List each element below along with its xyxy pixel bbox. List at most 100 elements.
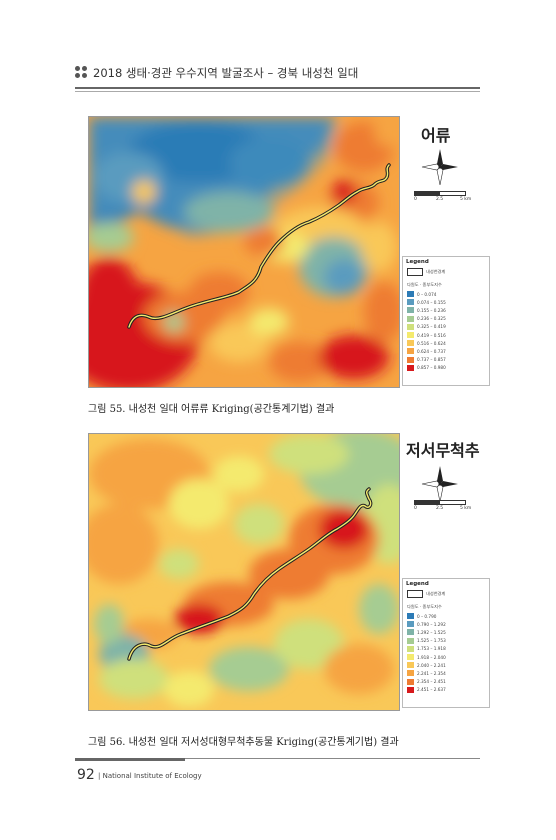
legend-class-label: 0.790 – 1.292 — [417, 621, 446, 627]
benthic-kriging-map — [88, 433, 400, 711]
legend-swatch — [407, 364, 414, 371]
legend-title: Legend — [406, 581, 429, 587]
legend-class-label: 0.516 – 0.624 — [417, 340, 446, 346]
legend-class: 0 – 0.790 — [407, 612, 489, 620]
legend-class-label: 1.525 – 1.753 — [417, 638, 446, 644]
legend-class-label: 2.354 – 2.451 — [417, 679, 446, 685]
legend-class: 0.419 – 0.516 — [407, 331, 489, 339]
legend-class: 0.325 – 0.419 — [407, 323, 489, 331]
benthic-map-side-panel: 저서무척추 0 2.5 5 km — [402, 433, 492, 573]
header-dots-icon — [75, 66, 89, 80]
legend-swatch — [407, 654, 414, 661]
legend-class-label: 0.236 – 0.325 — [417, 316, 446, 322]
legend-swatch — [407, 629, 414, 636]
benthic-kriging-raster — [89, 434, 399, 710]
scale-label-end: 5 km — [460, 197, 472, 202]
header-divider-thin — [75, 91, 480, 92]
legend-subtitle: 다원도 · 종부도지수 — [407, 282, 442, 287]
scale-bar-graphic — [414, 500, 466, 505]
legend-class: 2.354 – 2.451 — [407, 678, 489, 686]
legend-class: 0.624 – 0.737 — [407, 347, 489, 355]
scale-label-0: 0 — [414, 197, 417, 202]
legend-swatch — [407, 613, 414, 620]
fish-map-title: 어류 — [421, 126, 451, 145]
legend-class-label: 0 – 0.074 — [417, 291, 437, 297]
scale-label-0: 0 — [414, 506, 417, 511]
figure-56-caption: 그림 56. 내성천 일대 저서성대형무척추동물 Kriging(공간통계기법)… — [88, 737, 399, 748]
footer-divider-thin — [185, 758, 480, 759]
legend-title: Legend — [406, 259, 429, 265]
legend-class: 0.737 – 0.857 — [407, 356, 489, 364]
legend-class: 1.753 – 1.918 — [407, 645, 489, 653]
benthic-scale-bar: 0 2.5 5 km — [414, 500, 474, 516]
legend-river-key: 내성천경계 — [407, 268, 489, 276]
legend-class-label: 0.074 – 0.155 — [417, 299, 446, 305]
legend-swatch — [407, 323, 414, 330]
legend-class-label: 2.241 – 2.354 — [417, 670, 446, 676]
legend-class-label: 0 – 0.790 — [417, 613, 437, 619]
legend-class: 1.918 – 2.040 — [407, 653, 489, 661]
legend-swatch — [407, 678, 414, 685]
fish-kriging-map — [88, 116, 400, 388]
legend-class-label: 2.040 – 2.241 — [417, 662, 446, 668]
legend-subtitle: 다원도 · 종부도지수 — [407, 604, 442, 609]
legend-classes: 0 – 0.790 0.790 – 1.292 1.292 – 1.525 1.… — [403, 612, 489, 694]
legend-class: 2.241 – 2.354 — [407, 669, 489, 677]
legend-class: 2.451 – 2.637 — [407, 686, 489, 694]
header-title: 2018 생태·경관 우수지역 발굴조사 – 경북 내성천 일대 — [93, 66, 359, 80]
page-number: 92 — [77, 767, 95, 783]
legend-swatch — [407, 307, 414, 314]
benthic-map-title: 저서무척추 — [406, 441, 480, 460]
footer-institution: | National Institute of Ecology — [98, 772, 202, 780]
legend-class: 0.236 – 0.325 — [407, 315, 489, 323]
legend-class-label: 0.737 – 0.857 — [417, 357, 446, 363]
scale-label-mid: 2.5 — [436, 506, 444, 511]
scale-bar-graphic — [414, 191, 466, 196]
legend-swatch — [407, 645, 414, 652]
legend-class: 0.155 – 0.236 — [407, 306, 489, 314]
legend-class: 0.074 – 0.155 — [407, 298, 489, 306]
legend-class-label: 1.918 – 2.040 — [417, 654, 446, 660]
river-swatch — [407, 590, 423, 598]
legend-class: 0 – 0.074 — [407, 290, 489, 298]
legend-class: 2.040 – 2.241 — [407, 661, 489, 669]
legend-class-label: 0.419 – 0.516 — [417, 332, 446, 338]
scale-label-end: 5 km — [460, 506, 472, 511]
fish-map-side-panel: 어류 0 2.5 5 km — [402, 116, 492, 256]
legend-swatch — [407, 348, 414, 355]
legend-swatch — [407, 686, 414, 693]
legend-class-label: 2.451 – 2.637 — [417, 687, 446, 693]
legend-class-label: 0.624 – 0.737 — [417, 348, 446, 354]
figure-55-caption: 그림 55. 내성천 일대 어류류 Kriging(공간통계기법) 결과 — [88, 404, 335, 415]
legend-class-label: 0.155 – 0.236 — [417, 307, 446, 313]
legend-class-label: 0.325 – 0.419 — [417, 324, 446, 330]
legend-class: 1.292 – 1.525 — [407, 628, 489, 636]
legend-swatch — [407, 621, 414, 628]
river-label: 내성천경계 — [426, 591, 446, 596]
fish-kriging-raster — [89, 117, 399, 387]
legend-river-key: 내성천경계 — [407, 590, 489, 598]
legend-swatch — [407, 340, 414, 347]
north-arrow-icon — [421, 466, 458, 503]
legend-swatch — [407, 356, 414, 363]
footer-divider-thick — [75, 758, 185, 761]
legend-class: 0.516 – 0.624 — [407, 339, 489, 347]
legend-class: 1.525 – 1.753 — [407, 637, 489, 645]
legend-class: 0.857 – 0.980 — [407, 364, 489, 372]
legend-class-label: 1.292 – 1.525 — [417, 629, 446, 635]
legend-swatch — [407, 291, 414, 298]
legend-swatch — [407, 670, 414, 677]
fish-scale-bar: 0 2.5 5 km — [414, 191, 474, 207]
legend-class-label: 1.753 – 1.918 — [417, 646, 446, 652]
scale-label-mid: 2.5 — [436, 197, 444, 202]
fish-legend: Legend 내성천경계 다원도 · 종부도지수 0 – 0.074 0.074… — [402, 256, 490, 386]
legend-swatch — [407, 315, 414, 322]
legend-swatch — [407, 637, 414, 644]
benthic-legend: Legend 내성천경계 다원도 · 종부도지수 0 – 0.790 0.790… — [402, 578, 490, 708]
legend-classes: 0 – 0.074 0.074 – 0.155 0.155 – 0.236 0.… — [403, 290, 489, 372]
legend-class: 0.790 – 1.292 — [407, 620, 489, 628]
header-divider — [75, 87, 480, 89]
river-swatch — [407, 268, 423, 276]
legend-swatch — [407, 332, 414, 339]
river-label: 내성천경계 — [426, 269, 446, 274]
